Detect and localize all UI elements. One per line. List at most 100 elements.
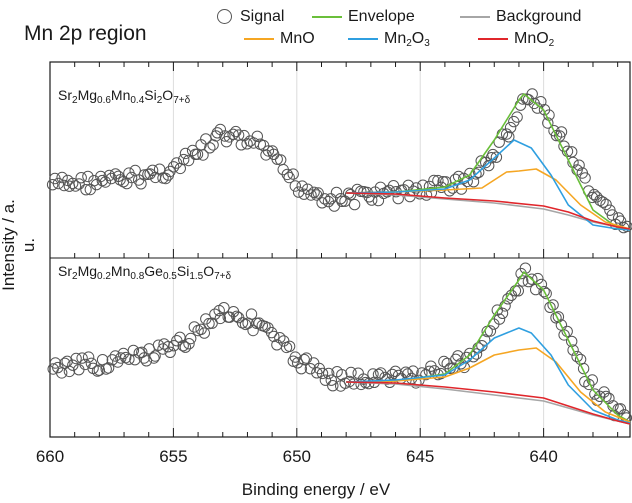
- signal-point: [512, 285, 524, 297]
- legend-mno2-label: MnO2: [514, 30, 555, 49]
- signal-point: [511, 111, 523, 123]
- series-envelope-panel-1: [346, 93, 631, 231]
- signal-point: [308, 186, 320, 199]
- signal-point: [577, 362, 590, 375]
- signal-point: [103, 169, 116, 182]
- legend-envelope-swatch: [312, 15, 342, 18]
- signal-point: [308, 357, 320, 369]
- signal-point: [336, 195, 348, 208]
- signal-point: [432, 174, 444, 187]
- signal-point: [555, 126, 568, 138]
- signal-point: [423, 180, 436, 193]
- series-mn2o3-panel-2: [346, 327, 631, 424]
- signal-point: [522, 94, 535, 106]
- signal-point: [589, 388, 601, 400]
- signal-point: [85, 357, 98, 369]
- signal-point: [287, 168, 299, 180]
- signal-point: [140, 355, 153, 367]
- signal-point: [407, 365, 419, 377]
- signal-point: [70, 352, 82, 365]
- signal-point: [46, 179, 59, 191]
- x-tick-label-660: 660: [36, 447, 64, 466]
- signal-point: [106, 354, 119, 366]
- signal-point: [268, 330, 280, 343]
- signal-point: [348, 378, 360, 390]
- signal-point: [319, 193, 331, 205]
- signal-point: [470, 348, 483, 360]
- signal-point: [93, 364, 106, 376]
- signal-point: [197, 149, 209, 161]
- signal-point: [526, 88, 538, 100]
- signal-point: [253, 317, 265, 329]
- legend-envelope: Envelope: [312, 8, 415, 26]
- signal-point: [164, 346, 176, 358]
- signal-point: [597, 196, 609, 208]
- signal-point: [410, 182, 422, 194]
- signal-point: [517, 93, 529, 105]
- signal-point: [129, 354, 141, 366]
- signal-point: [177, 340, 189, 352]
- signal-point: [400, 366, 412, 378]
- signal-point: [579, 172, 591, 184]
- legend-mno2: MnO2: [478, 30, 554, 49]
- signal-point: [82, 351, 95, 363]
- series-mno2-panel-2: [346, 381, 631, 425]
- signal-point: [198, 327, 211, 339]
- signal-point: [375, 367, 387, 379]
- signal-point: [493, 136, 505, 148]
- signal-point: [594, 390, 606, 402]
- signal-point: [214, 312, 227, 325]
- signal-point: [204, 142, 216, 154]
- signal-point: [162, 341, 174, 353]
- signal-point: [387, 180, 400, 192]
- signal-point: [102, 362, 115, 374]
- signal-point: [99, 176, 112, 188]
- signal-point: [178, 153, 190, 166]
- legend-signal-label: Signal: [240, 8, 285, 25]
- legend-signal: Signal: [217, 8, 284, 26]
- series-mno2-panel-1: [346, 192, 631, 230]
- signal-point: [283, 340, 296, 352]
- signal-point: [76, 352, 88, 364]
- signal-point: [428, 174, 440, 187]
- signal-point: [552, 311, 565, 323]
- signal-point: [195, 323, 207, 335]
- signal-point: [594, 194, 606, 207]
- signal-point: [322, 195, 335, 208]
- signal-point: [138, 352, 150, 364]
- signal-point: [330, 186, 343, 199]
- signal-point: [319, 374, 332, 386]
- signal-point: [561, 145, 574, 158]
- signal-point: [452, 170, 465, 183]
- signal-point: [160, 172, 172, 185]
- signal-point: [414, 188, 426, 200]
- signal-point: [63, 365, 76, 378]
- legend-background: Background: [460, 8, 581, 26]
- signal-point: [183, 338, 195, 350]
- signal-point: [271, 153, 283, 165]
- signal-point: [148, 352, 160, 364]
- signal-point: [167, 161, 180, 173]
- signal-point: [174, 331, 186, 343]
- signal-point: [372, 194, 385, 207]
- signal-point: [67, 177, 79, 190]
- signal-point: [185, 332, 197, 345]
- panel-label-top: Sr2Mg0.6Mn0.4Si2O7+δ: [58, 87, 191, 106]
- signal-point: [230, 125, 242, 138]
- signal-point: [348, 198, 361, 211]
- legend-mno2-swatch: [478, 37, 508, 40]
- signal-point: [496, 307, 509, 319]
- signal-point: [188, 321, 201, 333]
- signal-point: [535, 278, 548, 291]
- signal-point: [109, 168, 122, 180]
- series-background-panel-2: [346, 381, 631, 425]
- signal-point: [179, 341, 192, 353]
- signal-point: [500, 128, 513, 140]
- signal-point: [586, 374, 598, 386]
- signal-point: [571, 350, 583, 363]
- signal-point: [231, 310, 243, 322]
- signal-point: [493, 313, 506, 325]
- signal-point: [283, 171, 295, 184]
- legend-mn2o3-label: Mn2O3: [384, 30, 430, 49]
